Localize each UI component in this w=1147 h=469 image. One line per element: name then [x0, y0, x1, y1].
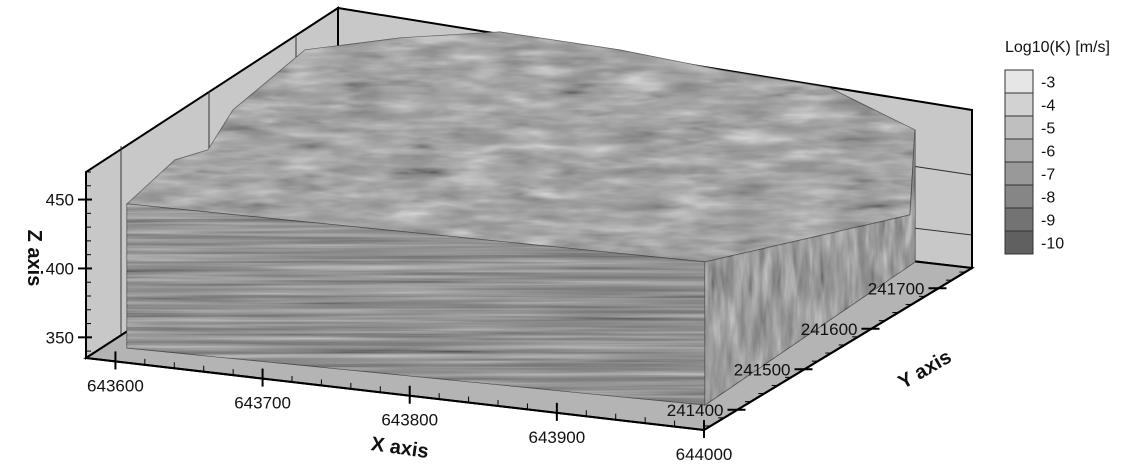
legend-swatch [1004, 92, 1034, 117]
x-tick-label: 644000 [676, 445, 733, 464]
z-axis-title: Z axis [23, 230, 45, 287]
legend-swatch [1004, 184, 1034, 209]
legend-label: -7 [1041, 167, 1055, 184]
hydraulic-conductivity-block [125, 31, 916, 406]
legend-label: -4 [1041, 98, 1055, 115]
z-axis: 350 400 450 [46, 171, 92, 352]
legend-title: Log10(K) [m/s] [1005, 39, 1110, 56]
y-axis: 241400 241500 241600 241700 [667, 271, 966, 427]
z-tick-label: 450 [46, 191, 74, 210]
y-tick-label: 241700 [868, 279, 925, 298]
legend-label: -8 [1041, 190, 1055, 207]
x-tick-label: 643700 [234, 394, 291, 413]
legend-swatch [1004, 115, 1034, 140]
x-tick-label: 643600 [87, 376, 144, 395]
x-axis: 643600 643700 643800 643900 644000 [87, 351, 732, 464]
y-tick-label: 241600 [801, 320, 858, 339]
x-tick-label: 643800 [381, 411, 438, 430]
colorbar-legend: Log10(K) [m/s] -3 -4 -5 -6 -7 -8 -9 -10 [1004, 39, 1110, 255]
legend-label: -10 [1041, 236, 1064, 253]
axis-box-front-edges [85, 110, 973, 431]
y-tick-label: 241400 [667, 401, 724, 420]
y-axis-title: Y axis [895, 346, 956, 394]
legend-swatch [1004, 230, 1034, 255]
legend-swatch [1004, 138, 1034, 163]
y-tick-label: 241500 [734, 360, 791, 379]
z-tick-label: 400 [46, 259, 74, 278]
z-tick-label: 350 [46, 328, 74, 347]
legend-label: -6 [1041, 144, 1055, 161]
legend-swatch [1004, 69, 1034, 94]
x-tick-label: 643900 [528, 428, 585, 447]
legend-swatch [1004, 207, 1034, 232]
legend-label: -9 [1041, 213, 1055, 230]
legend-label: -3 [1041, 75, 1055, 92]
legend-label: -5 [1041, 121, 1055, 138]
x-axis-title: X axis [370, 433, 430, 463]
legend-swatch [1004, 161, 1034, 186]
